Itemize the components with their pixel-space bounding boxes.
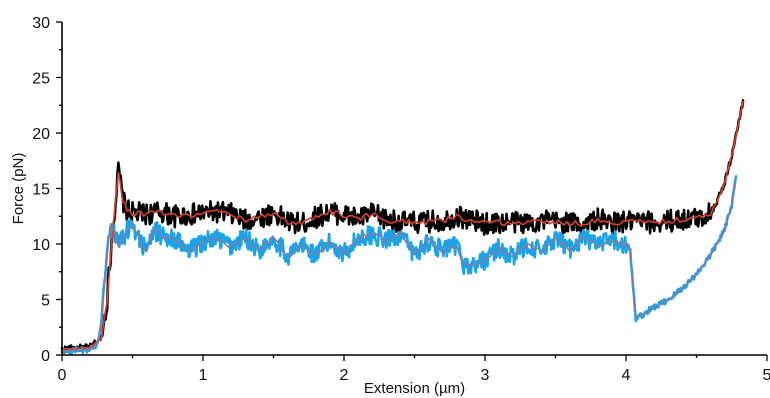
- y-tick-label: 0: [41, 348, 50, 365]
- y-axis-label: Force (pN): [10, 153, 27, 225]
- x-tick-label: 2: [340, 367, 349, 384]
- y-axis-ticks: 0 5 10 15 20 25 30: [32, 15, 62, 365]
- x-tick-label: 0: [58, 367, 67, 384]
- x-tick-label: 1: [199, 367, 208, 384]
- y-tick-label: 20: [32, 126, 50, 143]
- x-tick-label: 3: [481, 367, 490, 384]
- series-stretch-smoothed-line: [61, 100, 744, 351]
- y-tick-label: 30: [32, 15, 50, 32]
- series-stretch-raw-line: [60, 99, 745, 354]
- y-tick-label: 5: [41, 293, 50, 310]
- series-relax-smoothed-line: [61, 176, 737, 353]
- x-tick-label: 5: [763, 367, 770, 384]
- plot-area: [60, 99, 745, 356]
- y-tick-label: 10: [32, 237, 50, 254]
- y-tick-label: 25: [32, 71, 50, 88]
- x-axis-ticks: 0 1 2 3 4 5: [58, 355, 770, 384]
- y-tick-label: 15: [32, 182, 50, 199]
- x-axis-label: Extension (µm): [364, 380, 465, 397]
- x-tick-label: 4: [622, 367, 631, 384]
- series-relax-raw-line: [60, 175, 738, 356]
